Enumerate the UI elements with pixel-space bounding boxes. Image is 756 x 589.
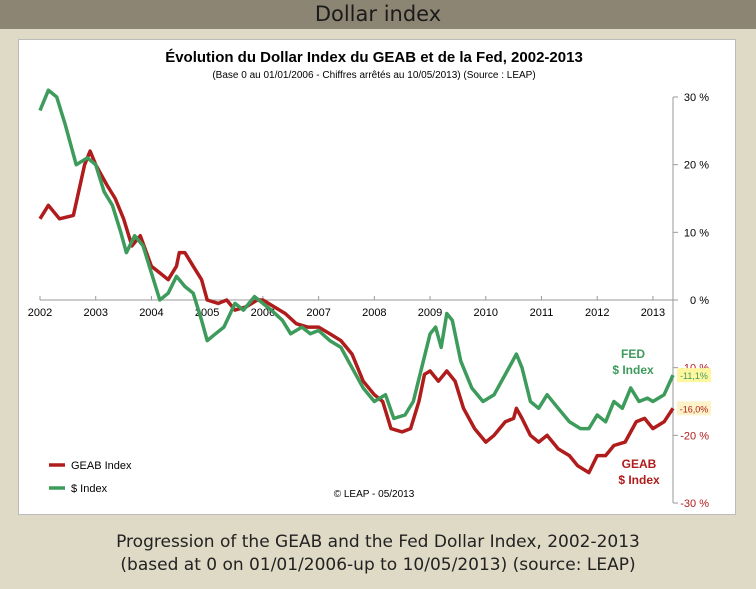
chart: Évolution du Dollar Index du GEAB et de …: [28, 49, 711, 510]
chart-panel: Évolution du Dollar Index du GEAB et de …: [19, 40, 735, 514]
chart-subtitle: (Base 0 au 01/01/2006 - Chiffres arrêtés…: [212, 70, 535, 81]
end-label: -16,0%: [680, 404, 709, 414]
y-tick-label: 20 %: [684, 160, 709, 172]
x-tick-label: 2010: [474, 307, 498, 319]
legend-label: GEAB Index: [71, 460, 132, 472]
y-tick-label: 30 %: [684, 92, 709, 104]
x-tick-label: 2013: [641, 307, 665, 319]
page-header: Dollar index: [0, 0, 756, 29]
caption-line: Progression of the GEAB and the Fed Doll…: [116, 532, 640, 552]
y-tick-label: 0 %: [690, 295, 709, 307]
y-tick-label: 10 %: [684, 227, 709, 239]
credit: © LEAP - 05/2013: [334, 489, 415, 500]
end-label: -11,1%: [680, 371, 708, 381]
caption-line: (based at 0 on 01/01/2006-up to 10/05/20…: [120, 555, 636, 575]
y-tick-label: -30 %: [680, 498, 709, 510]
series-line: [38, 88, 675, 431]
x-tick-label: 2008: [362, 307, 386, 319]
x-tick-label: 2007: [306, 307, 330, 319]
chart-title: Évolution du Dollar Index du GEAB et de …: [165, 49, 583, 66]
end-label-bg: [677, 401, 711, 416]
series-line: [38, 149, 675, 475]
annotation: FED: [621, 347, 645, 361]
annotation: $ Index: [618, 473, 660, 487]
x-tick-label: 2004: [139, 307, 163, 319]
annotation: GEAB: [622, 457, 657, 471]
x-tick-label: 2009: [418, 307, 442, 319]
legend-label: $ Index: [71, 483, 108, 495]
x-tick-label: 2011: [530, 307, 554, 319]
end-label-bg: [677, 368, 711, 383]
x-tick-label: 2003: [83, 307, 107, 319]
annotation: $ Index: [612, 363, 654, 377]
x-tick-label: 2002: [28, 307, 52, 319]
y-tick-label: -20 %: [680, 430, 709, 442]
x-tick-label: 2012: [585, 307, 609, 319]
caption: Progression of the GEAB and the Fed Doll…: [0, 531, 756, 577]
